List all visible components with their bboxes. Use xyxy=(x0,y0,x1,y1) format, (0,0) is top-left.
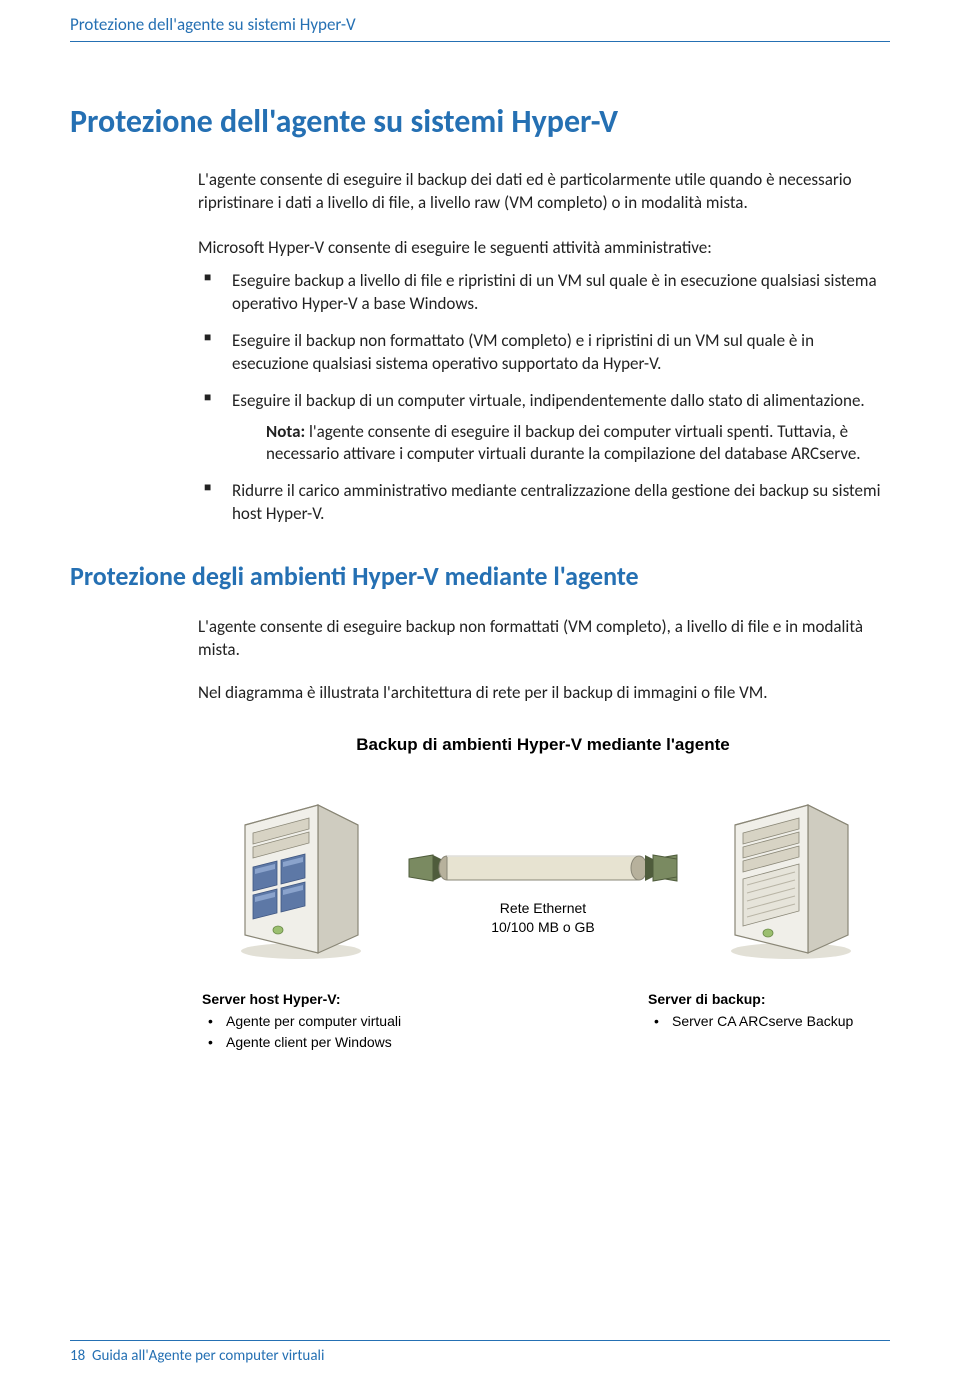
section-2-title: Protezione degli ambienti Hyper-V median… xyxy=(70,560,890,592)
caption-item: Agente client per Windows xyxy=(206,1032,462,1052)
right-caption-title: Server di backup: xyxy=(648,989,908,1009)
bullet-list: Eseguire backup a livello di file e ripr… xyxy=(198,270,890,526)
right-server-block xyxy=(688,785,888,965)
list-item-text: Eseguire il backup non formattato (VM co… xyxy=(232,330,814,374)
intro-paragraph: L'agente consente di eseguire il backup … xyxy=(198,169,890,215)
server-icon xyxy=(713,785,863,965)
page-header-text: Protezione dell'agente su sistemi Hyper-… xyxy=(70,14,356,35)
section-2-p1: L'agente consente di eseguire backup non… xyxy=(198,616,890,662)
cable-label: Rete Ethernet 10/100 MB o GB xyxy=(491,899,595,937)
note-label: Nota: xyxy=(266,421,305,442)
list-item: Eseguire backup a livello di file e ripr… xyxy=(198,270,890,316)
caption-item: Server CA ARCserve Backup xyxy=(652,1011,908,1031)
right-server-caption: Server di backup: Server CA ARCserve Bac… xyxy=(648,989,908,1052)
caption-item: Agente per computer virtuali xyxy=(206,1011,462,1031)
diagram-title: Backup di ambienti Hyper-V mediante l'ag… xyxy=(198,735,888,755)
left-server-block xyxy=(198,785,398,965)
list-item: Eseguire il backup non formattato (VM co… xyxy=(198,330,890,376)
list-item: Ridurre il carico amministrativo mediant… xyxy=(198,480,890,526)
page-footer: 18 Guida all'Agente per computer virtual… xyxy=(70,1340,890,1365)
main-title: Protezione dell'agente su sistemi Hyper-… xyxy=(70,102,890,141)
list-item-text: Eseguire backup a livello di file e ripr… xyxy=(232,270,877,314)
lead-paragraph: Microsoft Hyper-V consente di eseguire l… xyxy=(198,237,890,260)
list-item: Eseguire il backup di un computer virtua… xyxy=(198,390,890,467)
page-number: 18 xyxy=(70,1347,85,1365)
note-block: Nota: l'agente consente di eseguire il b… xyxy=(266,421,890,467)
page-header: Protezione dell'agente su sistemi Hyper-… xyxy=(70,0,890,42)
cable-label-line1: Rete Ethernet xyxy=(500,900,586,916)
ethernet-cable-icon xyxy=(403,843,683,893)
section-2: Protezione degli ambienti Hyper-V median… xyxy=(70,560,890,1052)
diagram-row: Rete Ethernet 10/100 MB o GB xyxy=(198,785,888,965)
cable-label-line2: 10/100 MB o GB xyxy=(491,919,595,935)
architecture-diagram: Backup di ambienti Hyper-V mediante l'ag… xyxy=(198,735,888,1052)
footer-text: Guida all'Agente per computer virtuali xyxy=(92,1347,324,1365)
section-2-p2: Nel diagramma è illustrata l'architettur… xyxy=(198,682,890,705)
list-item-text: Ridurre il carico amministrativo mediant… xyxy=(232,480,880,524)
left-caption-title: Server host Hyper-V: xyxy=(202,989,462,1009)
captions-row: Server host Hyper-V: Agente per computer… xyxy=(198,965,888,1052)
server-icon xyxy=(223,785,373,965)
connector-block: Rete Ethernet 10/100 MB o GB xyxy=(398,843,688,937)
list-item-text: Eseguire il backup di un computer virtua… xyxy=(232,390,865,411)
note-text: l'agente consente di eseguire il backup … xyxy=(266,421,861,465)
left-server-caption: Server host Hyper-V: Agente per computer… xyxy=(202,989,462,1052)
